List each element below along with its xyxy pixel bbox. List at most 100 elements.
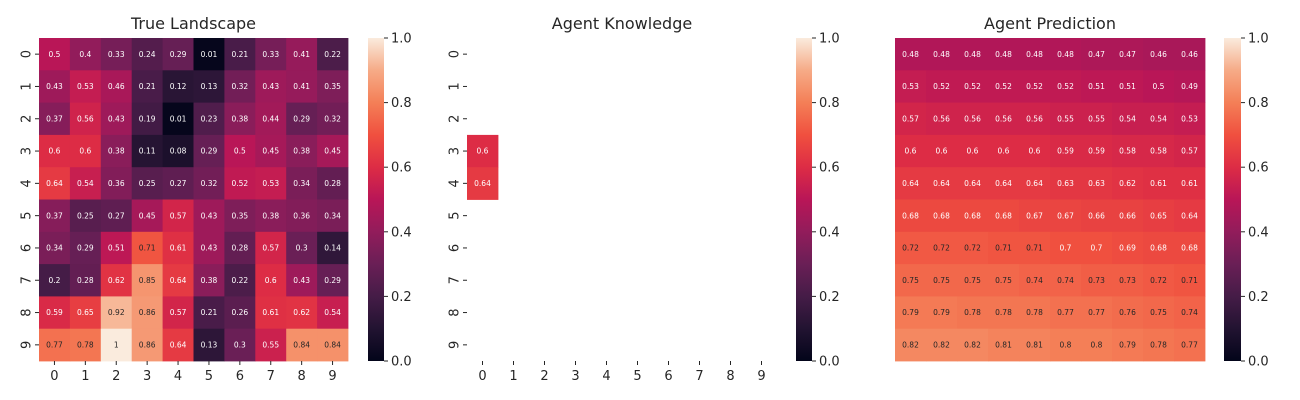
heatmap-cell — [1174, 296, 1206, 330]
x-tick-label: 8 — [298, 369, 306, 384]
cell-value-label: 0.6 — [79, 147, 91, 156]
heatmap-cell — [1050, 296, 1082, 330]
heatmap-cell — [69, 134, 102, 168]
cell-value-label: 0.29 — [170, 50, 187, 59]
heatmap-cell — [1081, 328, 1113, 362]
cell-value-label: 0.64 — [995, 179, 1012, 188]
heatmap-cell — [1019, 70, 1051, 103]
cell-value-label: 0.13 — [201, 82, 218, 91]
heatmap-cell — [224, 231, 256, 265]
y-tick-label: 1 — [448, 82, 463, 90]
heatmap-cell — [286, 70, 318, 103]
heatmap-cell — [131, 231, 163, 265]
heatmap-cell — [100, 296, 133, 330]
cell-value-label: 0.29 — [293, 114, 310, 123]
cell-value-label: 0.43 — [46, 82, 63, 91]
heatmap-cell — [988, 134, 1020, 168]
cell-value-label: 0.58 — [1150, 147, 1167, 156]
cell-value-label: 0.64 — [902, 179, 919, 188]
cell-value-label: 0.59 — [1057, 147, 1074, 156]
heatmap-cell — [193, 199, 225, 233]
heatmap-cell — [255, 102, 287, 136]
cell-value-label: 0.75 — [995, 276, 1012, 285]
heatmap-cell — [957, 264, 989, 297]
heatmap-cell — [100, 264, 133, 297]
heatmap-cell — [926, 102, 958, 136]
colorbar: 0.0 0.2 0.4 0.6 0.8 1.0 — [796, 32, 840, 370]
cell-value-label: 0.12 — [170, 82, 187, 91]
heatmap-cell — [286, 328, 318, 362]
heatmap-cell — [69, 328, 102, 362]
cell-value-label: 0.43 — [201, 211, 218, 220]
heatmap-cell — [317, 167, 349, 200]
heatmap-cell — [100, 134, 133, 168]
heatmap-cell — [100, 231, 133, 265]
heatmap-cell — [1143, 231, 1175, 265]
heatmap-cell — [926, 199, 958, 233]
heatmap-cell — [1112, 264, 1144, 297]
cell-value-label: 0.51 — [1119, 82, 1136, 91]
heatmap-cell — [1019, 167, 1051, 200]
colorbar-gradient — [1224, 38, 1241, 361]
cell-value-label: 0.35 — [324, 82, 341, 91]
y-tick-label: 2 — [20, 115, 35, 123]
colorbar-tick-label: 0.8 — [391, 96, 412, 111]
heatmap-cell — [39, 167, 71, 200]
cell-value-label: 0.75 — [902, 276, 919, 285]
heatmap-cell — [162, 296, 194, 330]
cell-value-label: 0.64 — [170, 276, 187, 285]
heatmap-cell — [255, 264, 287, 297]
cell-value-label: 0.55 — [1088, 114, 1105, 123]
heatmap-cell — [131, 167, 163, 200]
colorbar-tick-label: 0.6 — [819, 161, 840, 176]
cell-value-label: 0.28 — [324, 179, 341, 188]
cell-value-label: 0.45 — [324, 147, 341, 156]
panel-agent-prediction: Agent Prediction 0.48 0.48 0.48 0.48 0.48 0.4… — [895, 14, 1269, 370]
cell-value-label: 0.68 — [1150, 244, 1167, 253]
heatmap-cell — [69, 102, 102, 136]
heatmap-cell — [193, 231, 225, 265]
cell-value-label: 0.64 — [474, 179, 491, 188]
heatmap-cell — [1081, 231, 1113, 265]
cell-value-label: 0.58 — [1119, 147, 1136, 156]
heatmap-cell — [286, 167, 318, 200]
cell-value-label: 0.69 — [1119, 244, 1136, 253]
cell-value-label: 0.21 — [231, 50, 248, 59]
cell-value-label: 0.55 — [1057, 114, 1074, 123]
cell-value-label: 0.2 — [48, 276, 60, 285]
heatmap-cell — [317, 199, 349, 233]
cell-value-label: 0.78 — [964, 308, 981, 317]
cell-value-label: 0.63 — [1088, 179, 1105, 188]
cell-value-label: 0.28 — [77, 276, 94, 285]
colorbar-tick-label: 0.8 — [819, 96, 840, 111]
heatmap-cell — [193, 296, 225, 330]
heatmap-cell — [1081, 199, 1113, 233]
cell-value-label: 0.68 — [995, 211, 1012, 220]
cell-value-label: 0.74 — [1026, 276, 1043, 285]
cell-value-label: 0.38 — [231, 114, 248, 123]
heatmap-cell — [988, 231, 1020, 265]
heatmap-cell — [131, 328, 163, 362]
colorbar-tick-label: 0.4 — [819, 225, 840, 240]
cell-value-label: 0.47 — [1088, 50, 1105, 59]
heatmap-cell — [957, 199, 989, 233]
y-tick-label: 7 — [20, 276, 35, 284]
cell-value-label: 0.14 — [324, 244, 341, 253]
cell-value-label: 0.51 — [1088, 82, 1105, 91]
heatmap-cell — [286, 134, 318, 168]
heatmap-cell — [255, 134, 287, 168]
cell-value-label: 0.54 — [1150, 114, 1167, 123]
heatmap-cell — [224, 70, 256, 103]
heatmap-cell — [1174, 102, 1206, 136]
heatmap-cell — [926, 38, 958, 71]
heatmap-cell — [317, 328, 349, 362]
colorbar: 0.0 0.2 0.4 0.6 0.8 1.0 — [368, 32, 412, 370]
cell-value-label: 0.68 — [933, 211, 950, 220]
heatmap-cell — [193, 167, 225, 200]
heatmap-cell — [1081, 102, 1113, 136]
cell-value-label: 0.65 — [77, 308, 94, 317]
heatmap-cell — [1081, 38, 1113, 71]
cell-value-label: 0.53 — [1181, 114, 1198, 123]
cell-value-label: 0.6 — [477, 147, 489, 156]
